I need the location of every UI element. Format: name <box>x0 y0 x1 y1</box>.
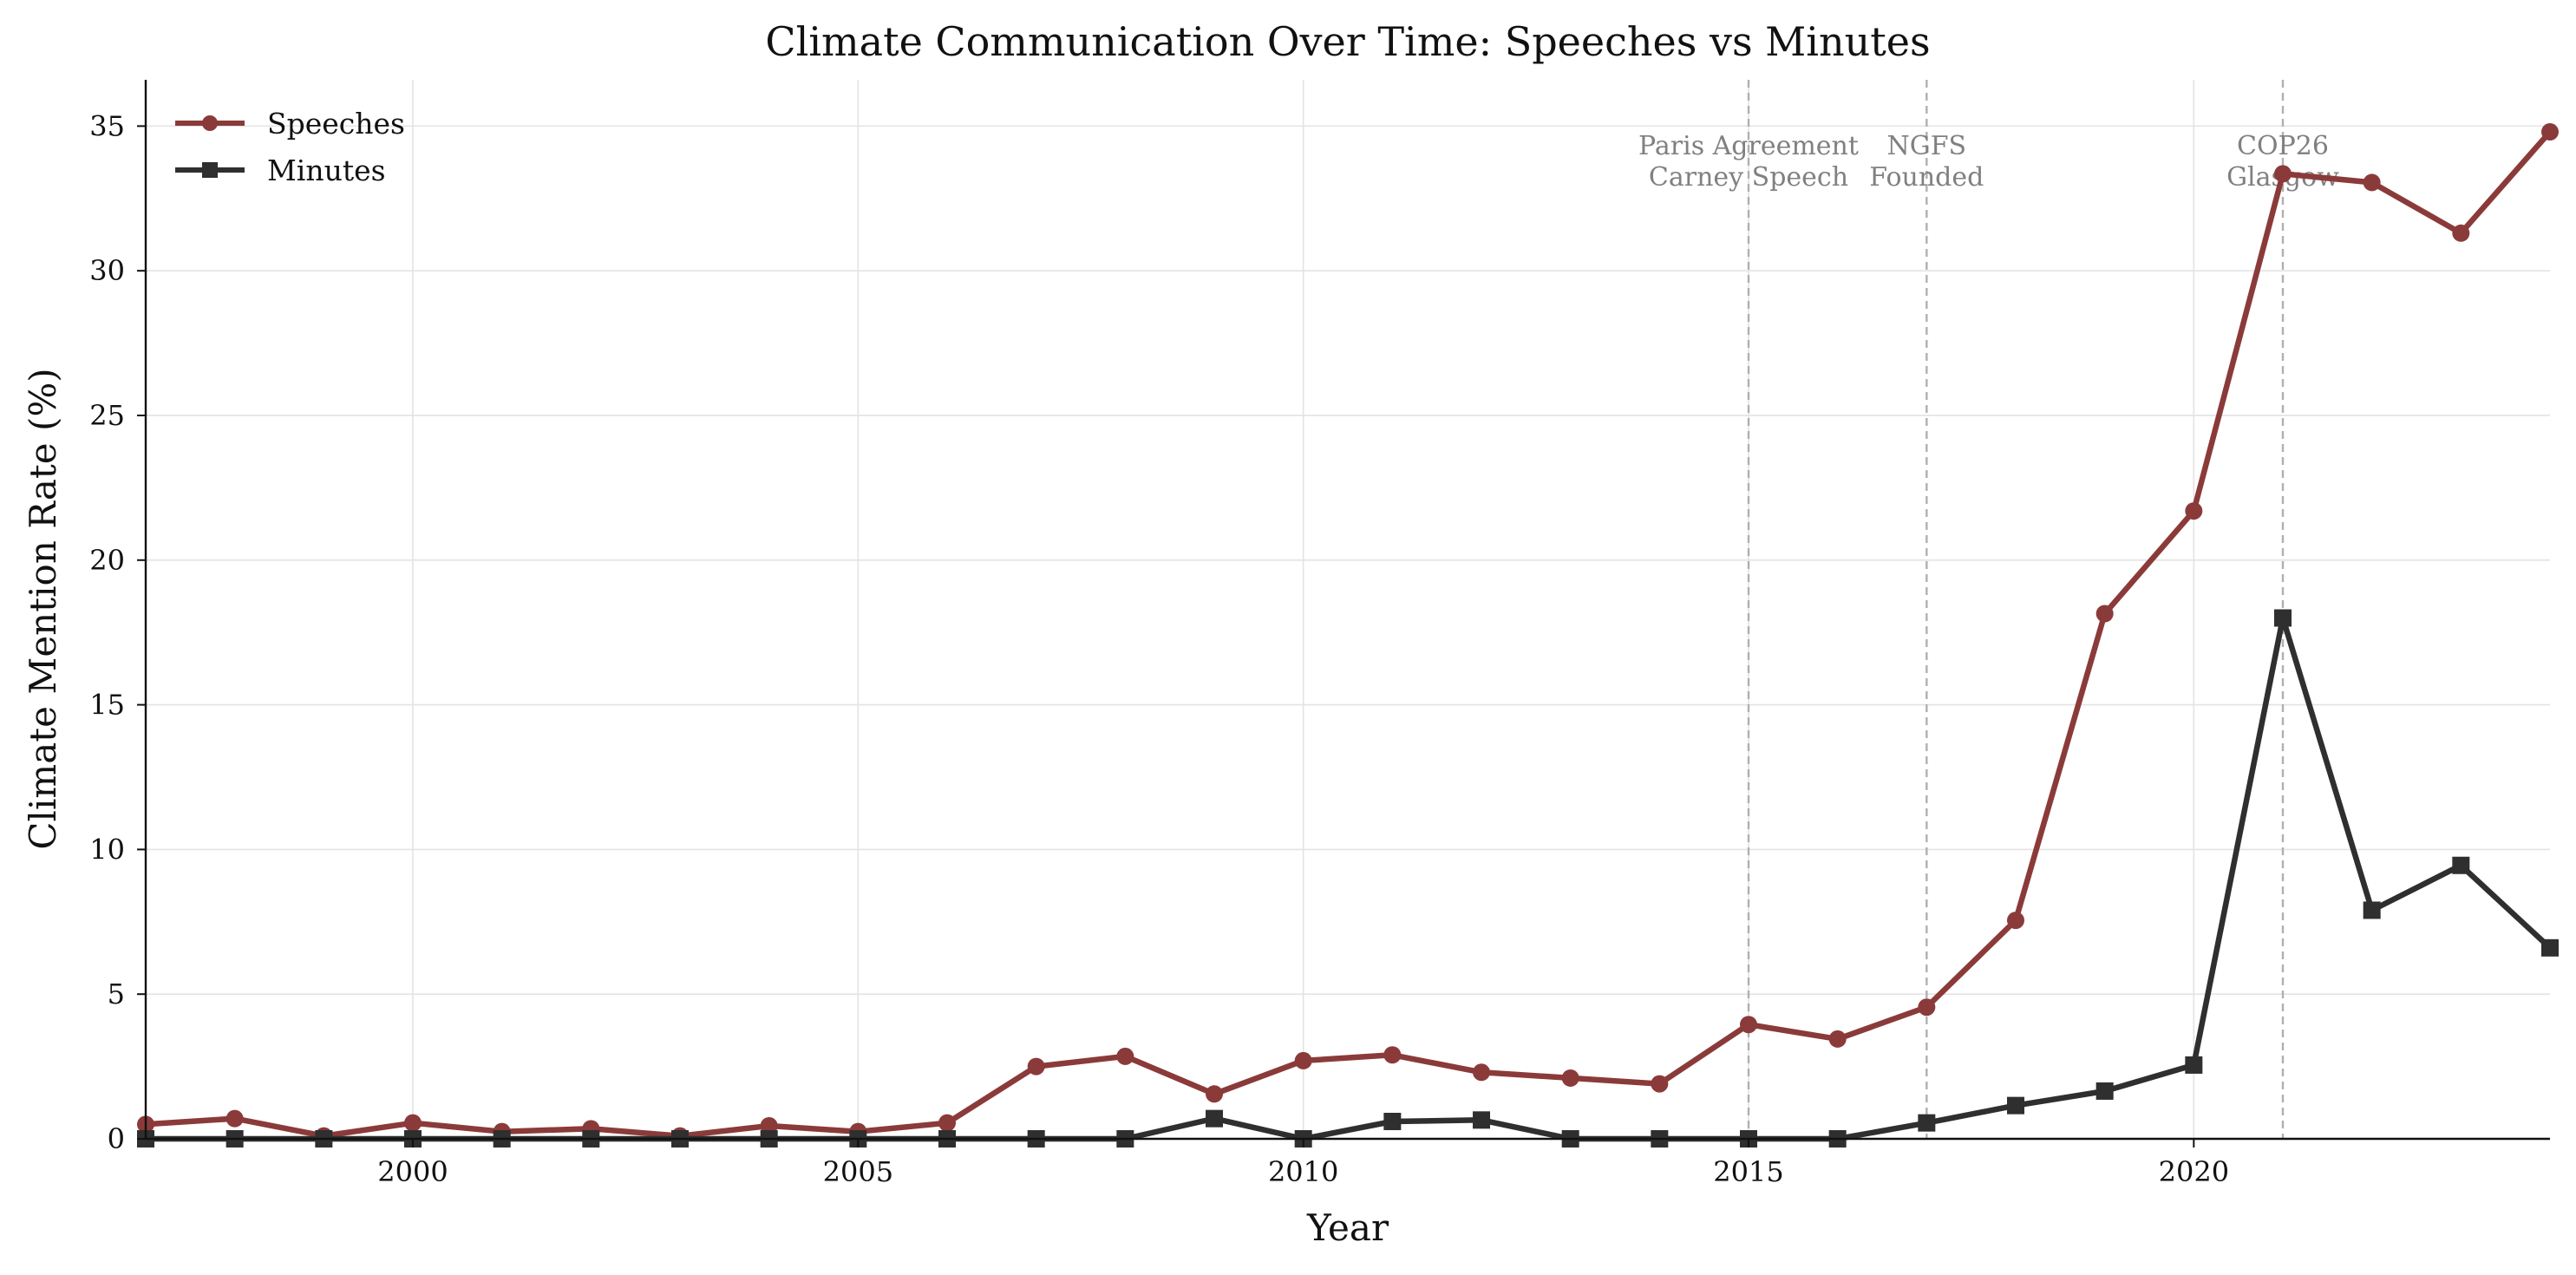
y-tick-label: 10 <box>89 833 125 866</box>
x-axis-label: Year <box>1306 1206 1389 1249</box>
event-label: Founded <box>1869 162 1984 193</box>
legend-marker-minutes <box>202 162 218 178</box>
grid <box>146 80 2550 1140</box>
data-point-speeches <box>760 1116 778 1134</box>
y-axis-label: Climate Mention Rate (%) <box>22 368 64 849</box>
event-label: Carney Speech <box>1649 162 1848 193</box>
y-tick-label: 35 <box>89 109 125 142</box>
data-point-minutes <box>2095 1082 2114 1100</box>
x-tick-label: 2010 <box>1268 1155 1338 1188</box>
legend-item-minutes: Minutes <box>175 154 386 187</box>
data-point-speeches <box>404 1114 422 1132</box>
legend-item-speeches: Speeches <box>175 107 405 141</box>
x-tick-label: 2005 <box>823 1155 893 1188</box>
data-point-speeches <box>1206 1085 1223 1103</box>
data-point-speeches <box>2363 173 2381 192</box>
data-point-speeches <box>1918 998 1936 1017</box>
y-tick-label: 30 <box>89 254 125 287</box>
y-tick-label: 15 <box>89 689 125 722</box>
legend-label-speeches: Speeches <box>267 107 405 141</box>
x-tick-label: 2015 <box>1713 1155 1783 1188</box>
legend-label-minutes: Minutes <box>267 154 386 187</box>
series-line-speeches <box>142 128 2553 1139</box>
event-label: NGFS <box>1887 131 1967 161</box>
data-point-speeches <box>1116 1047 1134 1065</box>
x-tick-label: 2020 <box>2159 1155 2229 1188</box>
data-point-speeches <box>226 1109 244 1128</box>
data-point-minutes <box>2452 856 2470 874</box>
data-point-minutes <box>1206 1109 1223 1128</box>
legend: Speeches Minutes <box>175 107 405 187</box>
data-point-speeches <box>1294 1051 1312 1069</box>
data-point-minutes <box>1383 1112 1402 1130</box>
y-tick-label: 20 <box>89 544 125 577</box>
data-point-speeches <box>1027 1057 1045 1076</box>
chart-title: Climate Communication Over Time: Speeche… <box>765 18 1930 65</box>
data-point-speeches <box>1828 1030 1847 1048</box>
data-point-minutes <box>1918 1114 1936 1132</box>
event-label: Paris Agreement <box>1638 131 1859 161</box>
data-point-speeches <box>1383 1046 1402 1064</box>
data-point-speeches <box>2541 123 2559 141</box>
data-point-speeches <box>2185 502 2203 520</box>
data-point-speeches <box>1740 1016 1757 1034</box>
y-tick-label: 0 <box>108 1122 125 1155</box>
data-point-minutes <box>2007 1096 2024 1115</box>
data-point-minutes <box>2274 609 2292 627</box>
data-point-minutes <box>2185 1056 2203 1074</box>
x-tick-label: 2000 <box>377 1155 448 1188</box>
data-point-speeches <box>2274 165 2292 183</box>
data-point-speeches <box>1561 1069 1579 1087</box>
axes <box>144 80 2550 1141</box>
legend-marker-speeches <box>202 115 218 131</box>
ticks: 2000 2005 2010 2015 2020 0 5 10 15 20 25 30 35 <box>89 109 2229 1188</box>
data-point-minutes <box>2541 938 2559 957</box>
data-point-minutes <box>1473 1111 1490 1129</box>
data-point-speeches <box>2007 912 2024 930</box>
data-point-minutes <box>2363 901 2381 919</box>
y-tick-label: 25 <box>89 399 125 432</box>
y-tick-label: 5 <box>108 978 125 1010</box>
data-point-speeches <box>1651 1075 1669 1093</box>
data-point-speeches <box>2095 605 2114 623</box>
event-label: COP26 <box>2237 131 2329 161</box>
data-point-speeches <box>1473 1063 1490 1082</box>
data-point-speeches <box>2452 224 2470 242</box>
data-point-speeches <box>938 1114 956 1132</box>
